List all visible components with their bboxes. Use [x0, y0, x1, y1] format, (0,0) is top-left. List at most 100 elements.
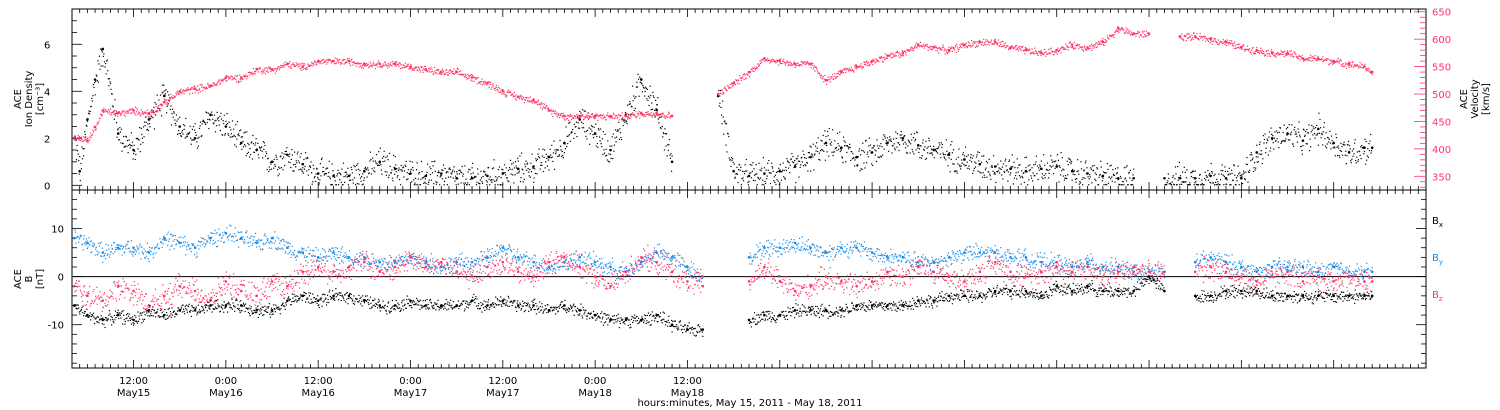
- data-sample: [403, 170, 406, 172]
- data-sample: [1233, 165, 1235, 167]
- data-sample: [109, 81, 111, 83]
- data-sample: [1220, 169, 1222, 172]
- data-sample: [767, 162, 769, 164]
- data-sample: [749, 76, 751, 78]
- data-sample: [905, 143, 907, 145]
- data-sample: [583, 127, 585, 129]
- data-sample: [1221, 173, 1223, 175]
- data-sample: [645, 114, 647, 116]
- data-sample: [162, 91, 164, 93]
- data-sample: [1119, 175, 1122, 178]
- data-sample: [1174, 166, 1177, 168]
- data-sample: [501, 93, 503, 95]
- data-sample: [131, 141, 134, 143]
- data-sample: [1117, 167, 1119, 169]
- data-sample: [196, 147, 198, 149]
- data-sample: [273, 158, 275, 161]
- data-sample: [528, 171, 530, 173]
- data-sample: [963, 43, 966, 46]
- data-sample: [459, 70, 462, 72]
- data-sample: [663, 132, 665, 135]
- data-sample: [669, 117, 671, 119]
- data-sample: [886, 54, 888, 56]
- data-sample: [742, 73, 745, 75]
- data-sample: [1030, 177, 1033, 179]
- data-sample: [391, 60, 394, 63]
- data-sample: [97, 122, 99, 124]
- data-sample: [162, 101, 164, 103]
- data-sample: [526, 163, 528, 165]
- data-sample: [396, 176, 398, 178]
- data-sample: [746, 176, 749, 178]
- data-sample: [1322, 144, 1324, 146]
- data-sample: [1185, 181, 1187, 183]
- data-sample: [1014, 46, 1016, 48]
- data-sample: [931, 152, 933, 154]
- data-sample: [500, 89, 502, 91]
- data-sample: [222, 120, 224, 122]
- data-sample: [528, 97, 530, 99]
- data-sample: [467, 77, 469, 80]
- data-sample: [777, 171, 779, 173]
- data-sample: [1167, 173, 1169, 175]
- data-sample: [234, 136, 236, 138]
- data-sample: [769, 182, 772, 185]
- data-sample: [861, 68, 863, 70]
- data-sample: [407, 65, 409, 67]
- data-sample: [1057, 159, 1060, 161]
- data-sample: [1291, 124, 1293, 126]
- data-sample: [216, 84, 218, 86]
- data-sample: [1064, 43, 1067, 45]
- data-sample: [1259, 141, 1261, 143]
- data-sample: [545, 153, 547, 155]
- data-sample: [835, 146, 838, 149]
- data-sample: [118, 111, 120, 113]
- data-sample: [646, 88, 648, 91]
- data-sample: [615, 141, 617, 143]
- data-sample: [1362, 147, 1364, 149]
- data-point: [193, 136, 197, 140]
- data-sample: [750, 172, 752, 174]
- data-sample: [337, 60, 339, 62]
- data-sample: [404, 164, 406, 166]
- data-sample: [892, 54, 895, 56]
- data-sample: [664, 132, 667, 135]
- data-sample: [1052, 165, 1054, 167]
- data-sample: [118, 139, 120, 141]
- data-sample: [920, 145, 922, 147]
- data-sample: [1072, 46, 1074, 48]
- data-sample: [575, 117, 577, 119]
- data-sample: [784, 178, 786, 180]
- data-sample: [379, 147, 381, 149]
- data-sample: [353, 63, 356, 65]
- data-sample: [1254, 162, 1256, 164]
- data-sample: [1176, 184, 1178, 186]
- data-sample: [293, 65, 295, 67]
- data-sample: [805, 165, 807, 167]
- data-sample: [988, 44, 990, 46]
- data-sample: [101, 49, 103, 52]
- data-sample: [449, 168, 451, 171]
- data-sample: [866, 60, 868, 62]
- data-sample: [983, 174, 985, 176]
- data-sample: [957, 50, 960, 52]
- data-sample: [912, 50, 914, 52]
- data-sample: [784, 61, 786, 64]
- data-sample: [923, 47, 925, 49]
- data-sample: [87, 140, 90, 142]
- data-sample: [175, 94, 178, 96]
- data-sample: [829, 143, 831, 145]
- data-sample: [240, 129, 242, 131]
- data-sample: [222, 80, 224, 82]
- data-sample: [620, 136, 622, 139]
- data-sample: [812, 62, 814, 64]
- data-sample: [453, 73, 456, 75]
- data-sample: [1005, 42, 1007, 44]
- data-sample: [281, 152, 283, 154]
- data-sample: [80, 136, 82, 138]
- data-sample: [956, 43, 958, 46]
- data-sample: [441, 178, 444, 180]
- data-sample: [641, 114, 643, 116]
- data-sample: [616, 114, 618, 117]
- data-sample: [778, 59, 780, 61]
